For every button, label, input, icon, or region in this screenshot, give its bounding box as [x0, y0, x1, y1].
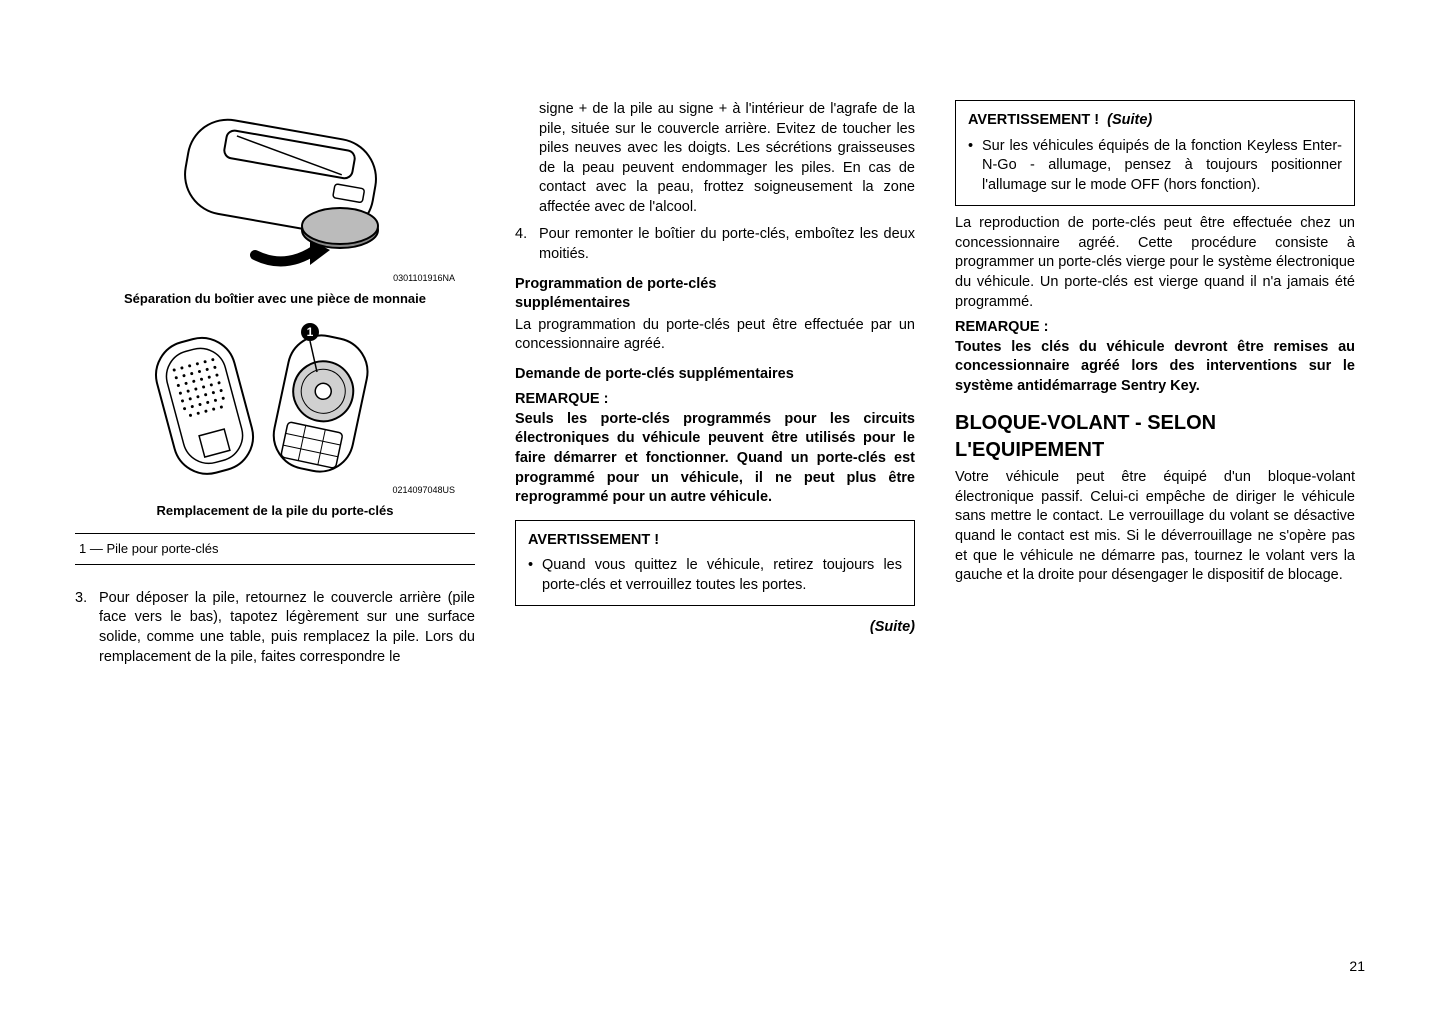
warning-box-1: AVERTISSEMENT ! Quand vous quittez le vé…: [515, 520, 915, 607]
remarque-label-1: REMARQUE :: [515, 390, 915, 410]
column-3: AVERTISSEMENT ! (Suite) Sur les véhicule…: [955, 100, 1355, 671]
warning-1-title: AVERTISSEMENT !: [528, 531, 902, 551]
warning-box-2: AVERTISSEMENT ! (Suite) Sur les véhicule…: [955, 100, 1355, 206]
figure-1-keyfob-coin: 0301101916NA: [75, 100, 475, 284]
svg-text:1: 1: [307, 325, 314, 339]
heading-bloque-volant: BLOQUE-VOLANT - SELON L'EQUIPEMENT: [955, 410, 1355, 464]
para-bloque-volant: Votre véhicule peut être équipé d'un blo…: [955, 468, 1355, 585]
column-2: signe + de la pile au signe + à l'intéri…: [515, 100, 915, 671]
subhead-demande: Demande de porte-clés supplémentaires: [515, 365, 915, 385]
suite-indicator: (Suite): [515, 618, 915, 638]
step-3-text: Pour déposer la pile, retournez le couve…: [99, 589, 475, 667]
step-3-continuation: signe + de la pile au signe + à l'intéri…: [515, 100, 915, 217]
step-3-number: 3.: [75, 589, 99, 667]
figure-2-caption: Remplacement de la pile du porte-clés: [75, 502, 475, 520]
para-programmation: La programmation du porte-clés peut être…: [515, 316, 915, 355]
subhead-programmation: Programmation de porte-clés supplémentai…: [515, 275, 915, 314]
figure-1-code: 0301101916NA: [75, 272, 475, 284]
step-4-text: Pour remonter le boîtier du porte-clés, …: [539, 225, 915, 264]
step-4: 4. Pour remonter le boîtier du porte-clé…: [515, 225, 915, 264]
column-1: 0301101916NA Séparation du boîtier avec …: [75, 100, 475, 671]
figure-1-caption: Séparation du boîtier avec une pièce de …: [75, 290, 475, 308]
step-3: 3. Pour déposer la pile, retournez le co…: [75, 589, 475, 667]
warning-2-title: AVERTISSEMENT ! (Suite): [968, 111, 1342, 131]
para-reproduction: La reproduction de porte-clés peut être …: [955, 214, 1355, 312]
figure-2-legend: 1 — Pile pour porte-clés: [75, 533, 475, 565]
remarque-text-1: Seuls les porte-clés programmés pour les…: [515, 410, 915, 508]
step-4-number: 4.: [515, 225, 539, 264]
warning-2-bullet: Sur les véhicules équipés de la fonction…: [968, 137, 1342, 196]
page-number: 21: [1349, 957, 1365, 976]
figure-2-code: 0214097048US: [75, 484, 475, 496]
remarque-text-2: Toutes les clés du véhicule devront être…: [955, 338, 1355, 397]
remarque-label-2: REMARQUE :: [955, 318, 1355, 338]
warning-1-bullet: Quand vous quittez le véhicule, retirez …: [528, 556, 902, 595]
figure-2-keyfob-battery: 1 0214097048US: [75, 322, 475, 496]
